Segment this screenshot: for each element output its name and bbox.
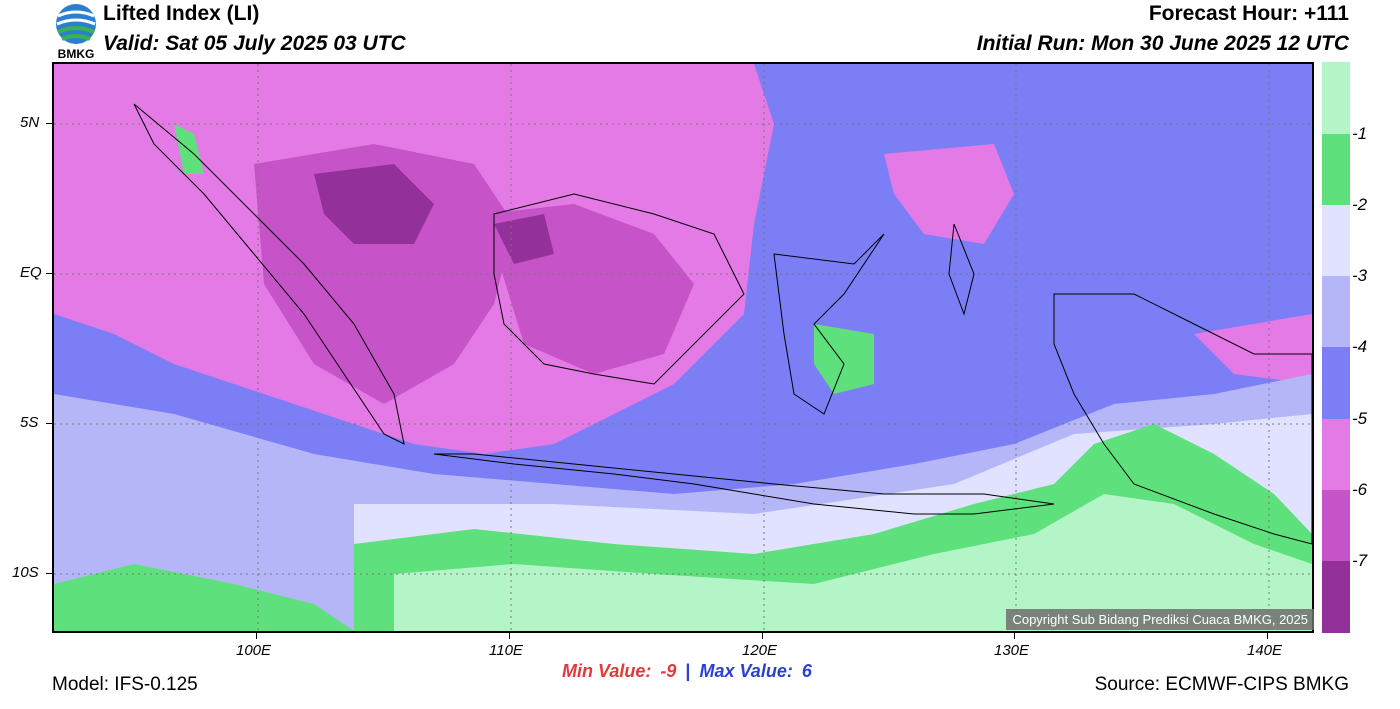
model-info: Model: IFS-0.125 xyxy=(52,674,198,695)
lat-label-5s: 5S xyxy=(20,414,39,431)
lon-label-120e: 120E xyxy=(742,642,778,659)
lon-tick xyxy=(1014,633,1015,639)
min-label: Min Value: xyxy=(562,661,652,681)
lat-tick xyxy=(46,423,52,424)
colorbar-label: -1 xyxy=(1352,124,1368,143)
copyright-notice: Copyright Sub Bidang Prediksi Cuaca BMKG… xyxy=(1006,609,1314,630)
lon-label-110e: 110E xyxy=(489,642,523,659)
min-max-separator: | xyxy=(685,661,691,681)
region-li-minus7-b xyxy=(494,214,554,264)
colorbar-segment xyxy=(1322,347,1350,419)
lon-label-130e: 130E xyxy=(994,642,1030,659)
lifted-index-map xyxy=(52,62,1314,633)
map-title: Lifted Index (LI) xyxy=(103,2,260,25)
colorbar-segment xyxy=(1322,561,1350,633)
lat-tick xyxy=(46,273,52,274)
lat-tick xyxy=(46,573,52,574)
source-info: Source: ECMWF-CIPS BMKG xyxy=(1094,674,1349,695)
region-li-stable xyxy=(394,494,1312,631)
colorbar-segment xyxy=(1322,134,1350,205)
lat-label-5n: 5N xyxy=(20,114,40,131)
colorbar-label: -3 xyxy=(1352,266,1368,285)
colorbar-label: -6 xyxy=(1352,480,1368,499)
lat-tick xyxy=(46,123,52,124)
min-value: -9 xyxy=(660,661,677,681)
lat-label-eq: EQ xyxy=(20,264,42,281)
colorbar-label: -7 xyxy=(1352,551,1368,570)
lon-tick xyxy=(509,633,510,639)
colorbar xyxy=(1322,62,1350,633)
region-sumatra-green xyxy=(174,124,204,174)
colorbar-segment xyxy=(1322,205,1350,276)
lon-tick xyxy=(1267,633,1268,639)
colorbar-label: -5 xyxy=(1352,409,1368,428)
colorbar-segment xyxy=(1322,276,1350,347)
lon-label-140e: 140E xyxy=(1247,642,1283,659)
lon-tick xyxy=(762,633,763,639)
valid-time: Valid: Sat 05 July 2025 03 UTC xyxy=(103,32,406,55)
region-east-pink xyxy=(884,144,1014,244)
bmkg-logo: BMKG xyxy=(52,2,100,61)
initial-run: Initial Run: Mon 30 June 2025 12 UTC xyxy=(976,32,1349,55)
max-value: 6 xyxy=(801,661,812,681)
colorbar-segment xyxy=(1322,419,1350,490)
lon-label-100e: 100E xyxy=(236,642,272,659)
forecast-hour: Forecast Hour: +111 xyxy=(1148,2,1349,25)
lat-label-10s: 10S xyxy=(12,564,39,581)
region-sw-green xyxy=(54,564,354,631)
colorbar-label: -2 xyxy=(1352,195,1368,214)
min-max-values: Min Value: -9 | Max Value: 6 xyxy=(562,661,816,682)
lon-tick xyxy=(256,633,257,639)
coastlines xyxy=(133,103,1312,545)
grid-lines xyxy=(54,64,1312,631)
logo-text: BMKG xyxy=(58,47,95,60)
region-papua-pink xyxy=(1194,314,1312,384)
colorbar-segment xyxy=(1322,62,1350,134)
region-li-minus7 xyxy=(314,164,434,244)
colorbar-label: -4 xyxy=(1352,337,1368,356)
region-sulawesi-green xyxy=(814,324,874,394)
max-label: Max Value: xyxy=(699,661,793,681)
colorbar-segment xyxy=(1322,490,1350,561)
